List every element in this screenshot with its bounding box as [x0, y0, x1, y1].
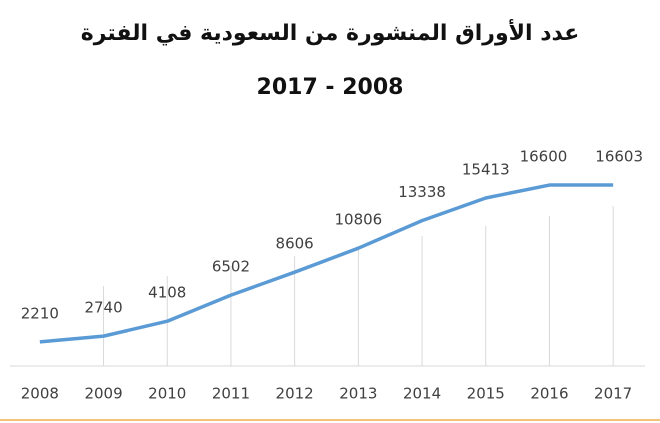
x-tick-label: 2017	[594, 385, 632, 403]
x-tick-label: 2008	[21, 385, 59, 403]
data-label: 15413	[462, 160, 510, 178]
data-label: 6502	[212, 258, 250, 276]
data-label: 8606	[276, 235, 314, 253]
data-label: 13338	[398, 183, 446, 201]
data-line	[39, 183, 614, 344]
x-tick-label: 2013	[339, 385, 377, 403]
data-label: 2210	[21, 304, 59, 322]
data-label: 2740	[84, 299, 122, 317]
chart-title: عدد الأوراق المنشورة من السعودية في الفت…	[81, 18, 579, 46]
data-label: 10806	[334, 211, 382, 229]
x-tick-label: 2010	[148, 385, 186, 403]
x-tick-label: 2012	[276, 385, 314, 403]
chart-subtitle: 2017 - 2008	[257, 75, 404, 100]
x-tick-label: 2016	[530, 385, 568, 403]
x-tick-label: 2009	[84, 385, 122, 403]
x-tick-label: 2015	[467, 385, 505, 403]
data-label: 16600	[520, 148, 568, 166]
x-tick-label: 2014	[403, 385, 441, 403]
data-label: 16603	[595, 148, 643, 166]
data-label: 4108	[148, 284, 186, 302]
x-tick-label: 2011	[212, 385, 250, 403]
